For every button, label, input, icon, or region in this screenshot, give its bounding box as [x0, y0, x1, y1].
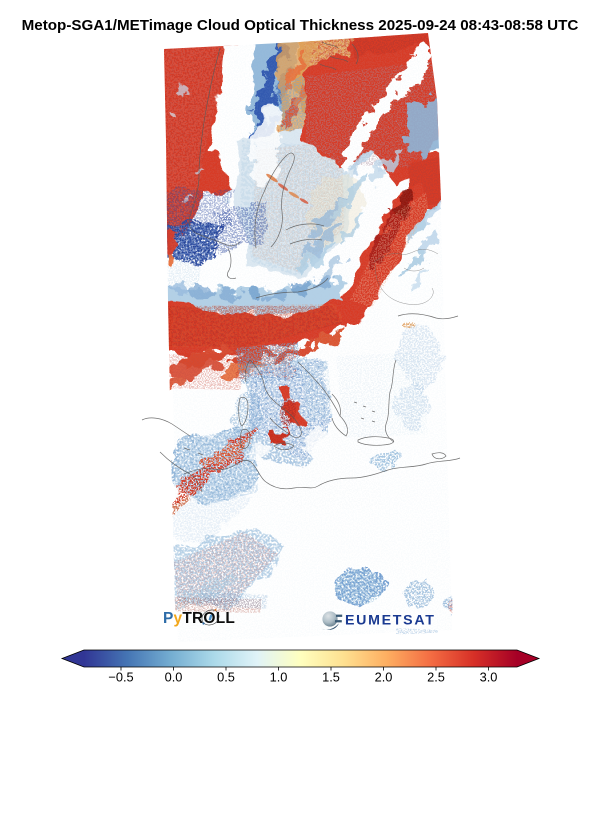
svg-text:PyTROLL: PyTROLL — [163, 610, 235, 627]
svg-text:1.5: 1.5 — [322, 670, 340, 685]
svg-text:0.0: 0.0 — [165, 670, 183, 685]
svg-text:−0.5: −0.5 — [108, 670, 133, 685]
svg-text:EUMETSAT: EUMETSAT — [345, 613, 436, 629]
svg-text:2.0: 2.0 — [375, 670, 393, 685]
svg-text:1.0: 1.0 — [270, 670, 288, 685]
svg-text:3.0: 3.0 — [480, 670, 498, 685]
svg-text:Metop-SGA1/METimage Cloud Opti: Metop-SGA1/METimage Cloud Optical Thickn… — [22, 17, 579, 34]
svg-text:2.5: 2.5 — [427, 670, 445, 685]
svg-text:0.5: 0.5 — [217, 670, 235, 685]
